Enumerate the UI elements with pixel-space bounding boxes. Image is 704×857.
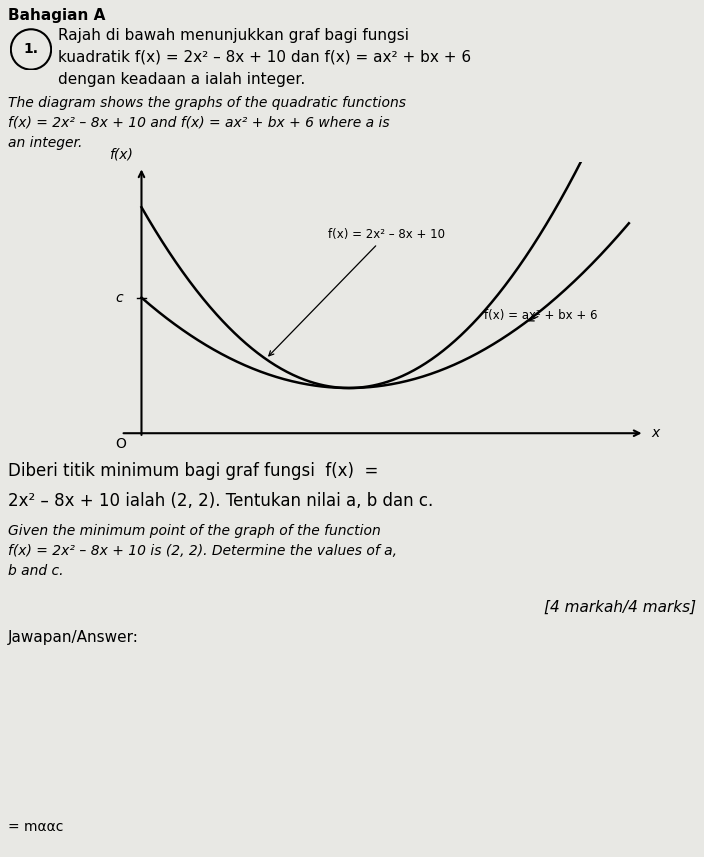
Text: an integer.: an integer. xyxy=(8,136,82,150)
Text: Diberi titik minimum bagi graf fungsi  f(x)  =: Diberi titik minimum bagi graf fungsi f(… xyxy=(8,462,378,480)
Text: f(x) = 2x² – 8x + 10 and f(x) = ax² + bx + 6 where a is: f(x) = 2x² – 8x + 10 and f(x) = ax² + bx… xyxy=(8,116,389,130)
Text: [4 markah/4 marks]: [4 markah/4 marks] xyxy=(544,600,696,615)
Text: f(x) = ax² + bx + 6: f(x) = ax² + bx + 6 xyxy=(484,309,597,322)
Text: b and c.: b and c. xyxy=(8,564,63,578)
Text: = mααc: = mααc xyxy=(8,820,63,834)
Text: f(x): f(x) xyxy=(109,148,133,162)
Text: c: c xyxy=(115,291,122,304)
Text: The diagram shows the graphs of the quadratic functions: The diagram shows the graphs of the quad… xyxy=(8,96,406,110)
Text: x: x xyxy=(652,426,660,440)
Text: kuadratik f(x) = 2x² – 8x + 10 dan f(x) = ax² + bx + 6: kuadratik f(x) = 2x² – 8x + 10 dan f(x) … xyxy=(58,50,471,65)
Text: dengan keadaan a ialah integer.: dengan keadaan a ialah integer. xyxy=(58,72,306,87)
Text: Bahagian A: Bahagian A xyxy=(8,8,106,23)
Text: Rajah di bawah menunjukkan graf bagi fungsi: Rajah di bawah menunjukkan graf bagi fun… xyxy=(58,28,409,43)
Text: O: O xyxy=(115,436,126,451)
Text: f(x) = 2x² – 8x + 10: f(x) = 2x² – 8x + 10 xyxy=(269,228,445,356)
Text: Jawapan/Answer:: Jawapan/Answer: xyxy=(8,630,139,645)
Text: 1.: 1. xyxy=(23,43,39,57)
Text: Given the minimum point of the graph of the function: Given the minimum point of the graph of … xyxy=(8,524,381,538)
Text: f(x) = 2x² – 8x + 10 is (2, 2). Determine the values of a,: f(x) = 2x² – 8x + 10 is (2, 2). Determin… xyxy=(8,544,397,558)
Text: 2x² – 8x + 10 ialah (2, 2). Tentukan nilai a, b dan c.: 2x² – 8x + 10 ialah (2, 2). Tentukan nil… xyxy=(8,492,433,510)
